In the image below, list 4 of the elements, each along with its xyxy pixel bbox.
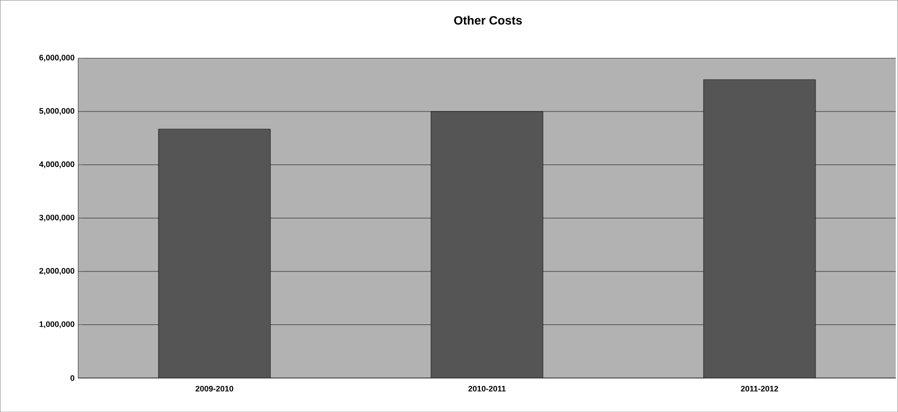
chart-title: Other Costs: [454, 16, 522, 24]
bar: [703, 79, 816, 378]
bar: [158, 128, 271, 378]
bar: [430, 111, 544, 378]
